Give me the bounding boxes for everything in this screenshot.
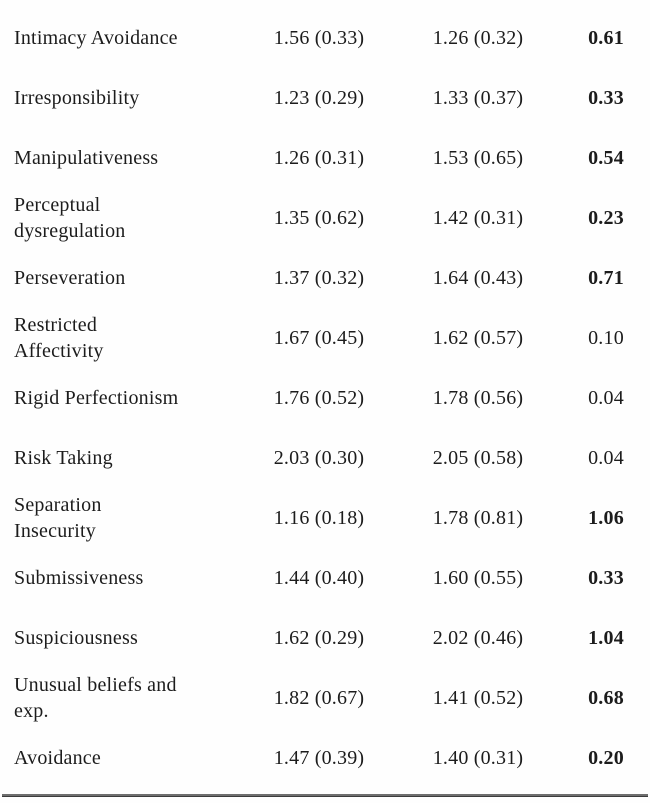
group2-mean-sd: 1.78 (0.56)	[432, 387, 524, 409]
table-row: Perseveration 1.37 (0.32) 1.64 (0.43) 0.…	[0, 248, 650, 308]
facet-label: Unusual beliefs and exp.	[14, 674, 177, 722]
group1-mean-sd: 1.26 (0.31)	[273, 147, 365, 169]
effect-size-value: 0.04	[588, 447, 624, 469]
group2-mean-sd: 1.53 (0.65)	[432, 147, 524, 169]
group1-mean-sd: 1.37 (0.32)	[273, 267, 365, 289]
effect-size-value: 1.04	[588, 627, 624, 649]
table-bottom-rule	[2, 794, 648, 797]
facet-label: Perceptual dysregulation	[14, 194, 126, 242]
group1-mean-sd: 1.76 (0.52)	[273, 387, 365, 409]
group2-mean-sd: 1.40 (0.31)	[432, 747, 524, 769]
table-row: Submissiveness 1.44 (0.40) 1.60 (0.55) 0…	[0, 548, 650, 608]
table-row: Manipulativeness 1.26 (0.31) 1.53 (0.65)…	[0, 128, 650, 188]
effect-size-value: 0.04	[588, 387, 624, 409]
group1-mean-sd: 1.47 (0.39)	[273, 747, 365, 769]
effect-size-value: 0.71	[588, 267, 624, 289]
table-row: Irresponsibility 1.23 (0.29) 1.33 (0.37)…	[0, 68, 650, 128]
table-row: Intimacy Avoidance 1.56 (0.33) 1.26 (0.3…	[0, 8, 650, 68]
table-row: Unusual beliefs and exp. 1.82 (0.67) 1.4…	[0, 668, 650, 728]
group2-mean-sd: 1.41 (0.52)	[432, 687, 524, 709]
effect-size-value: 0.68	[588, 687, 624, 709]
effect-size-value: 0.20	[588, 747, 624, 769]
group1-mean-sd: 1.16 (0.18)	[273, 507, 365, 529]
effect-size-value: 0.54	[588, 147, 624, 169]
group2-mean-sd: 1.26 (0.32)	[432, 27, 524, 49]
group1-mean-sd: 1.56 (0.33)	[273, 27, 365, 49]
effect-size-value: 0.23	[588, 207, 624, 229]
group1-mean-sd: 1.35 (0.62)	[273, 207, 365, 229]
table-row: Avoidance 1.47 (0.39) 1.40 (0.31) 0.20	[0, 728, 650, 788]
facet-label: Irresponsibility	[14, 87, 140, 109]
facet-label: Perseveration	[14, 267, 126, 289]
group2-mean-sd: 1.33 (0.37)	[432, 87, 524, 109]
table-row: Perceptual dysregulation 1.35 (0.62) 1.4…	[0, 188, 650, 248]
table-row: Suspiciousness 1.62 (0.29) 2.02 (0.46) 1…	[0, 608, 650, 668]
group2-mean-sd: 2.02 (0.46)	[432, 627, 524, 649]
group2-mean-sd: 2.05 (0.58)	[432, 447, 524, 469]
group2-mean-sd: 1.64 (0.43)	[432, 267, 524, 289]
group2-mean-sd: 1.42 (0.31)	[432, 207, 524, 229]
group1-mean-sd: 1.44 (0.40)	[273, 567, 365, 589]
facet-label: Avoidance	[14, 747, 101, 769]
effect-size-value: 0.61	[588, 27, 624, 49]
facet-label: Submissiveness	[14, 567, 144, 589]
effect-size-value: 0.33	[588, 567, 624, 589]
table-row: Risk Taking 2.03 (0.30) 2.05 (0.58) 0.04	[0, 428, 650, 488]
facet-label: Restricted Affectivity	[14, 314, 104, 362]
facet-label: Intimacy Avoidance	[14, 27, 178, 49]
group2-mean-sd: 1.78 (0.81)	[432, 507, 524, 529]
group2-mean-sd: 1.60 (0.55)	[432, 567, 524, 589]
table-row: Rigid Perfectionism 1.76 (0.52) 1.78 (0.…	[0, 368, 650, 428]
effect-size-value: 0.33	[588, 87, 624, 109]
group2-mean-sd: 1.62 (0.57)	[432, 327, 524, 349]
facet-label: Suspiciousness	[14, 627, 138, 649]
effect-size-value: 0.10	[588, 327, 624, 349]
group1-mean-sd: 2.03 (0.30)	[273, 447, 365, 469]
group1-mean-sd: 1.67 (0.45)	[273, 327, 365, 349]
group1-mean-sd: 1.23 (0.29)	[273, 87, 365, 109]
group1-mean-sd: 1.62 (0.29)	[273, 627, 365, 649]
facet-statistics-table: Intimacy Avoidance 1.56 (0.33) 1.26 (0.3…	[0, 8, 650, 788]
facet-label: Manipulativeness	[14, 147, 159, 169]
facet-label: Risk Taking	[14, 447, 113, 469]
facet-label: Rigid Perfectionism	[14, 387, 179, 409]
group1-mean-sd: 1.82 (0.67)	[273, 687, 365, 709]
effect-size-value: 1.06	[588, 507, 624, 529]
facet-label: Separation Insecurity	[14, 494, 102, 542]
table-row: Restricted Affectivity 1.67 (0.45) 1.62 …	[0, 308, 650, 368]
table-row: Separation Insecurity 1.16 (0.18) 1.78 (…	[0, 488, 650, 548]
